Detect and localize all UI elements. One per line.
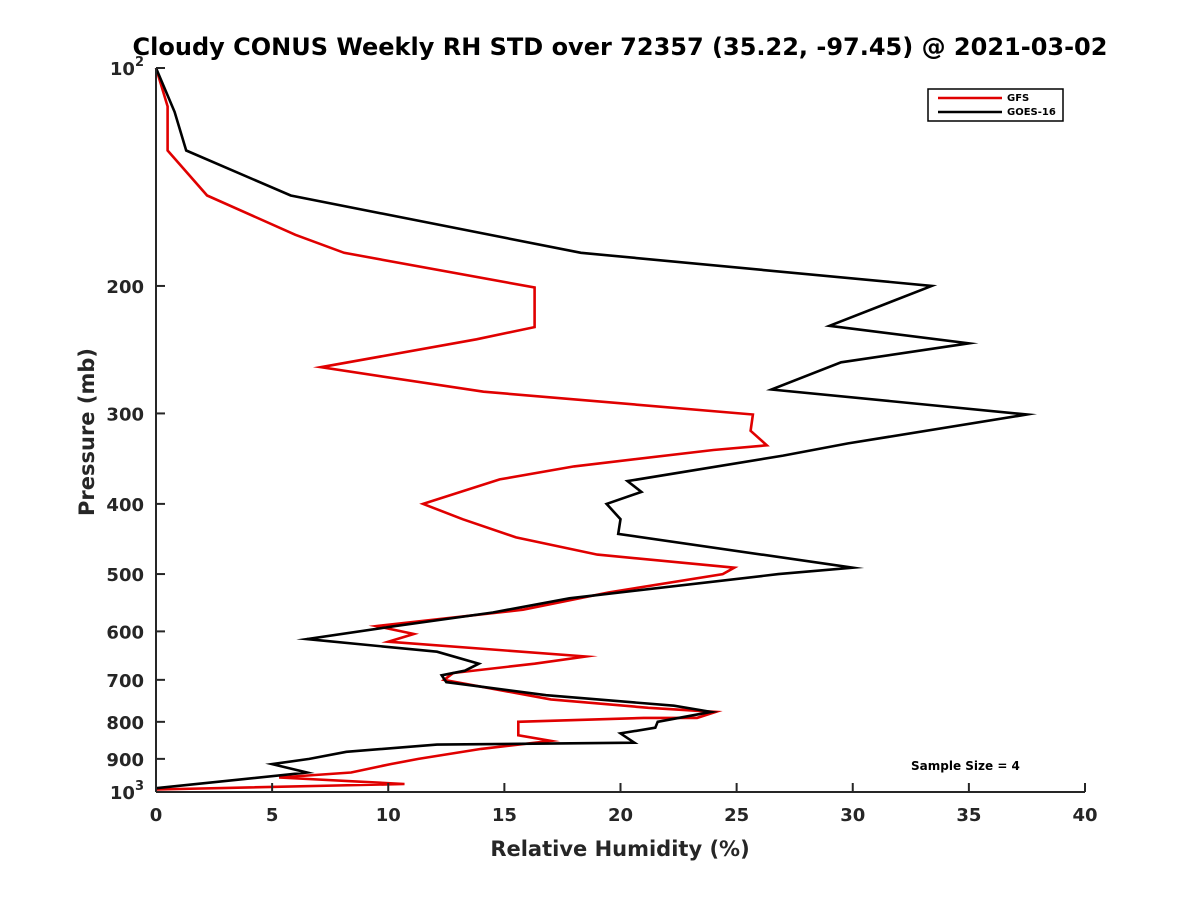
chart-title: Cloudy CONUS Weekly RH STD over 72357 (3… (133, 33, 1108, 61)
x-tick-label: 10 (376, 805, 401, 826)
x-axis-label: Relative Humidity (%) (490, 837, 749, 861)
sample-size-annotation: Sample Size = 4 (911, 759, 1020, 773)
y-tick-label-base: 700 (106, 671, 144, 692)
series-layer (154, 67, 1038, 791)
y-tick-label-base: 600 (106, 622, 144, 643)
series-line-gfs (154, 67, 770, 791)
y-tick-label-exponent: 3 (135, 779, 144, 794)
y-tick-label: 600 (106, 622, 144, 643)
y-tick-label: 500 (106, 565, 144, 586)
x-tick-label: 25 (724, 805, 749, 826)
x-tick-label: 35 (956, 805, 981, 826)
y-tick-label-base: 400 (106, 495, 144, 516)
y-axis-label: Pressure (mb) (75, 348, 99, 516)
y-tick-label-exponent: 2 (135, 55, 144, 70)
y-tick-label: 103 (110, 779, 144, 804)
legend-label-gfs: GFS (1007, 93, 1029, 104)
y-tick-label-base: 10 (110, 783, 135, 804)
y-tick-label-base: 800 (106, 713, 144, 734)
legend-label-goes16: GOES-16 (1007, 107, 1056, 118)
y-tick-label: 200 (106, 277, 144, 298)
series-line-goes-16 (154, 67, 1038, 790)
x-tick-label: 15 (492, 805, 517, 826)
y-tick-label: 400 (106, 495, 144, 516)
y-tick-label-base: 500 (106, 565, 144, 586)
y-tick-label: 300 (106, 404, 144, 425)
x-tick-label: 20 (608, 805, 633, 826)
x-axis-ticks: 0 5 10 15 20 25 30 35 40 (150, 783, 1098, 826)
x-tick-label: 5 (266, 805, 279, 826)
y-tick-label: 700 (106, 671, 144, 692)
x-tick-label: 40 (1072, 805, 1097, 826)
x-tick-label: 0 (150, 805, 163, 826)
x-tick-label: 30 (840, 805, 865, 826)
legend-box (927, 88, 1064, 122)
y-tick-label-base: 300 (106, 404, 144, 425)
y-tick-label: 800 (106, 713, 144, 734)
y-tick-label: 900 (106, 750, 144, 771)
y-tick-label-base: 900 (106, 750, 144, 771)
legend: GFS GOES-16 (927, 88, 1064, 122)
y-tick-label-base: 10 (110, 59, 135, 80)
plot-area (156, 68, 1085, 792)
y-tick-label-base: 200 (106, 277, 144, 298)
y-tick-label: 102 (110, 55, 144, 80)
